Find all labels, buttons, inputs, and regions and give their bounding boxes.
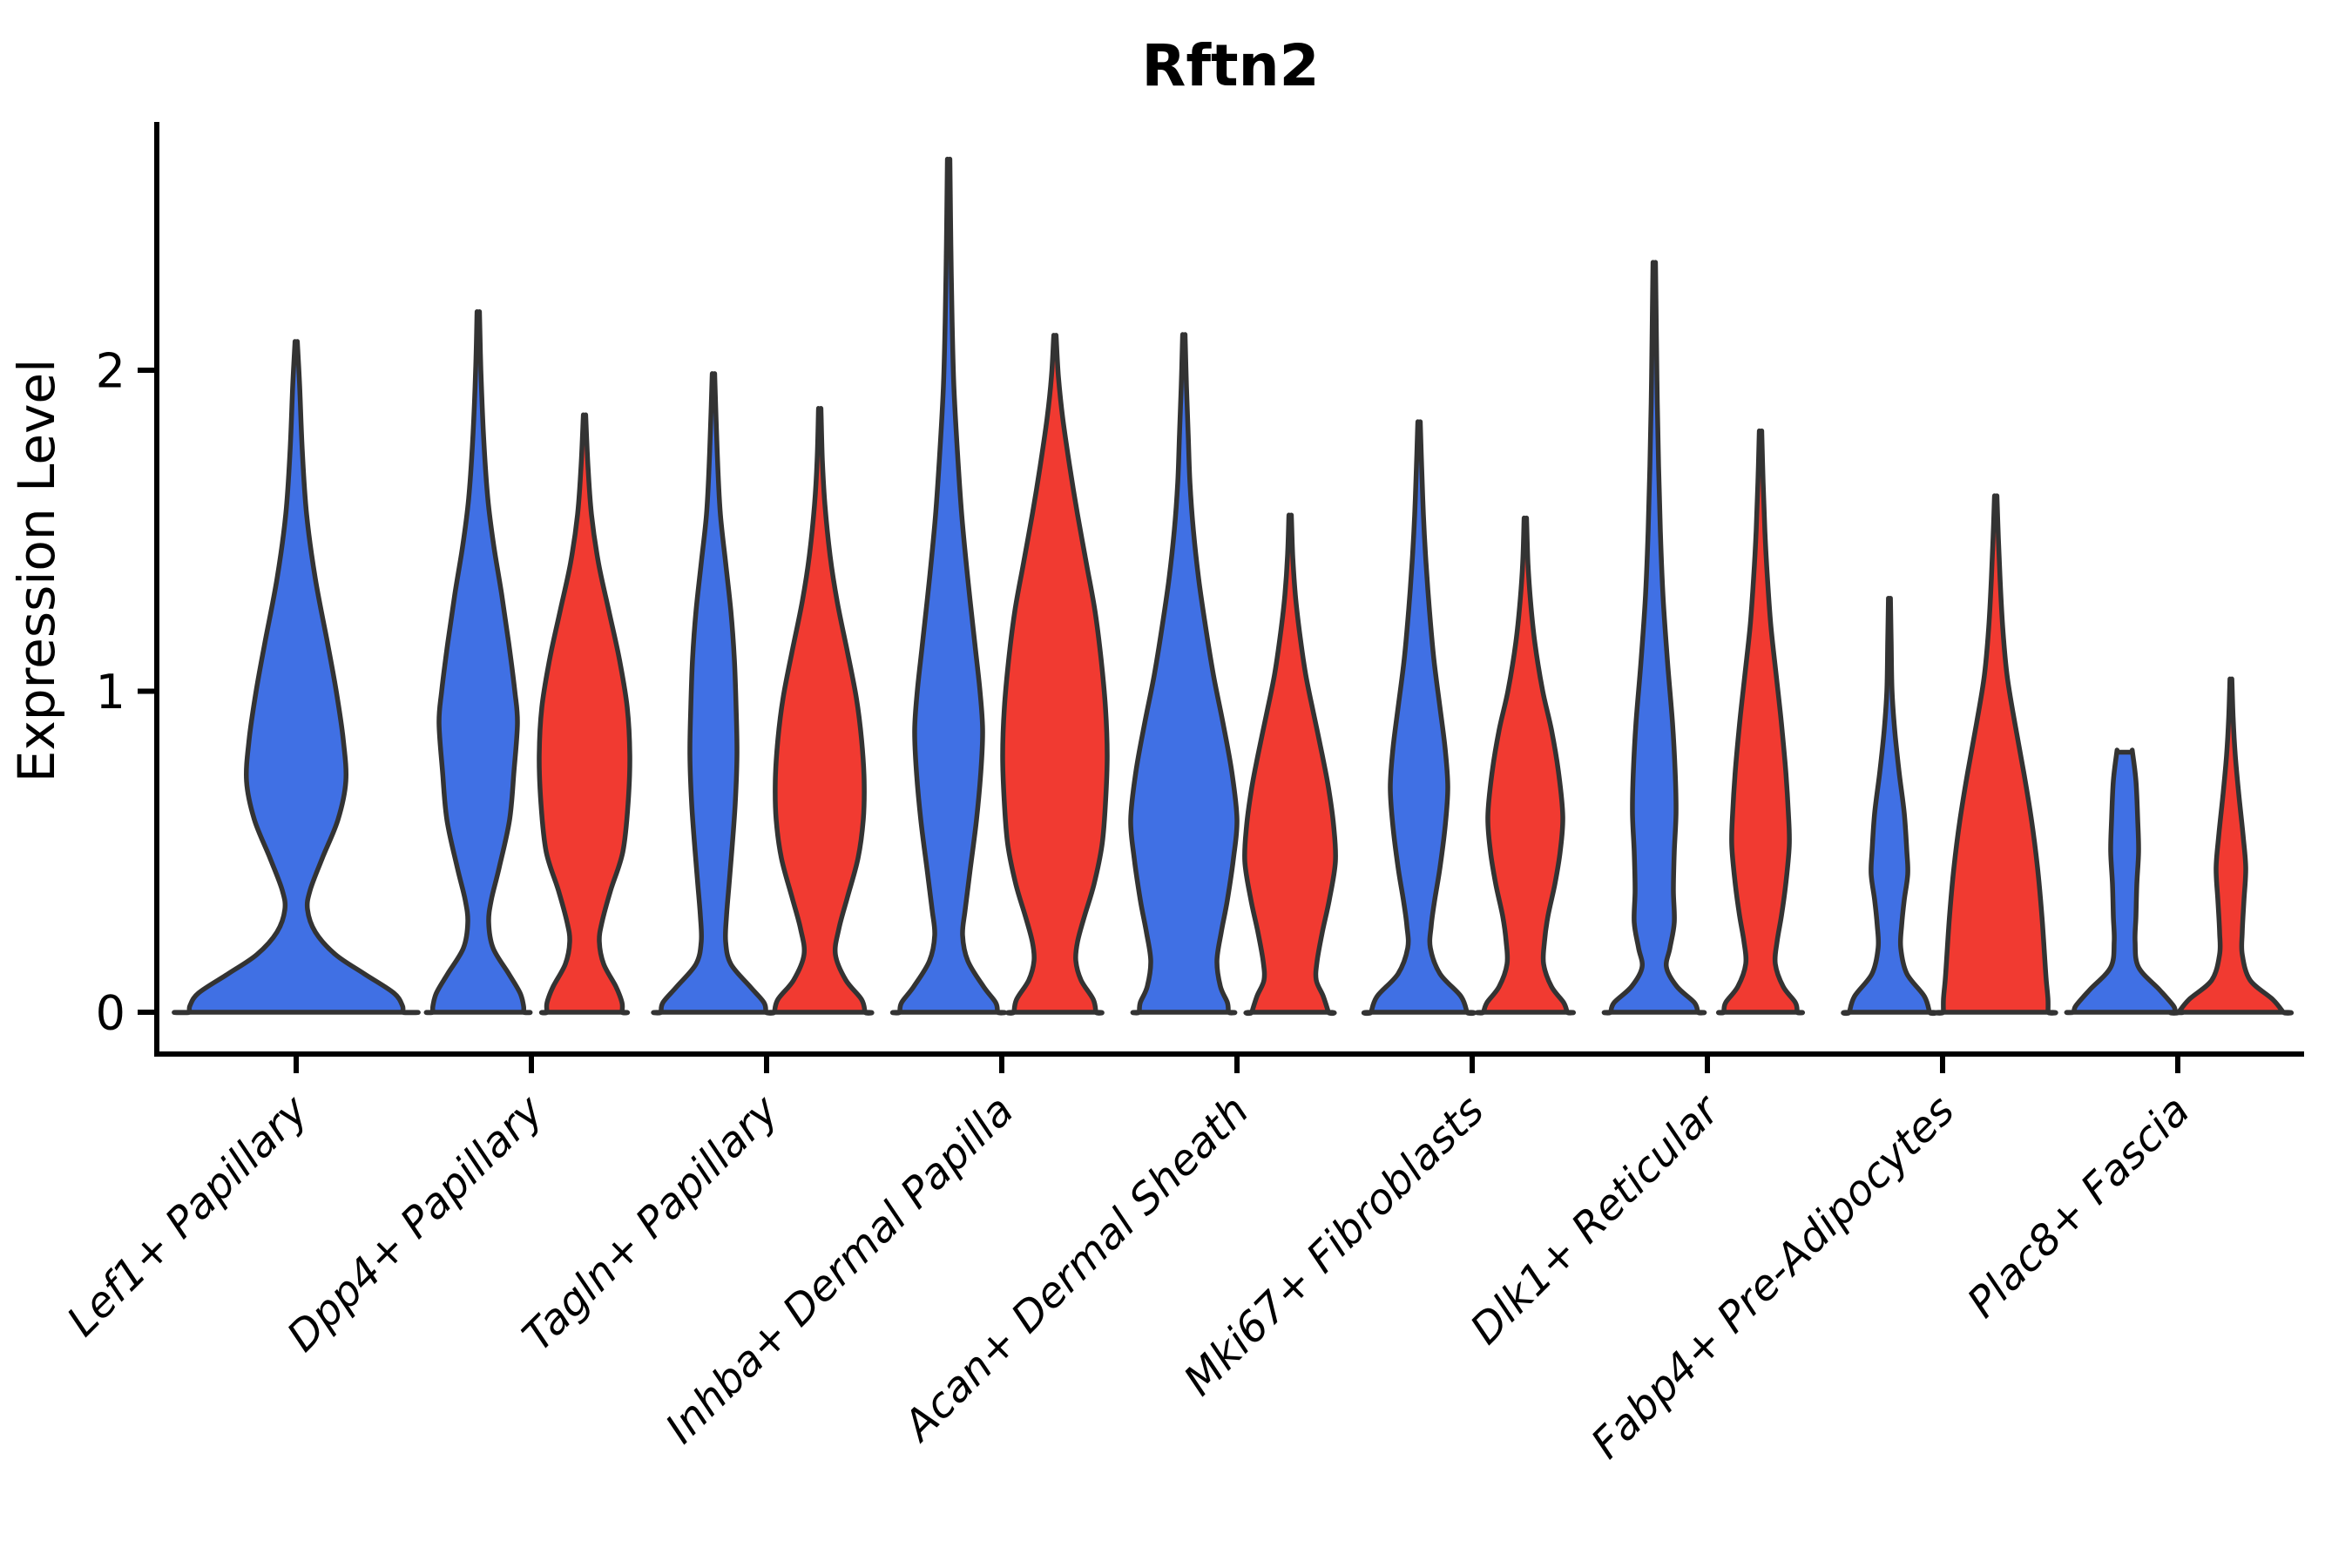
violin-tagln-papillary-blue [651, 371, 776, 1016]
y-axis-label: Expression Level [7, 359, 66, 782]
violin-acan-dermal-sheath-red [1242, 512, 1338, 1017]
violin-inhba-dermal-papilla-red [1000, 333, 1110, 1016]
violin-dlk1-reticular-blue [1601, 260, 1707, 1016]
violin-tagln-papillary-red [765, 406, 875, 1016]
violin-mki67-fibroblasts-blue [1361, 419, 1477, 1017]
chart-title: Rftn2 [1142, 32, 1320, 99]
violin-lef1-papillary-blue [172, 339, 421, 1016]
violin-plac8-fascia-blue [2064, 747, 2186, 1016]
violin-fabp4-pre-adipocytes-blue [1841, 596, 1938, 1017]
y-tick-label-2: 2 [96, 343, 125, 398]
y-tick-label-1: 1 [96, 665, 125, 720]
violin-dlk1-reticular-red [1716, 428, 1805, 1016]
violin-plac8-fascia-red [2167, 676, 2295, 1016]
violin-dpp4-papillary-blue [423, 309, 533, 1016]
violin-dpp4-papillary-red [537, 412, 632, 1016]
violin-inhba-dermal-papilla-blue [889, 156, 1008, 1016]
violin-mki67-fibroblasts-red [1475, 515, 1576, 1016]
violin-fabp4-pre-adipocytes-red [1933, 493, 2058, 1016]
y-tick-label-0: 0 [96, 985, 125, 1040]
violin-acan-dermal-sheath-blue [1128, 332, 1240, 1016]
